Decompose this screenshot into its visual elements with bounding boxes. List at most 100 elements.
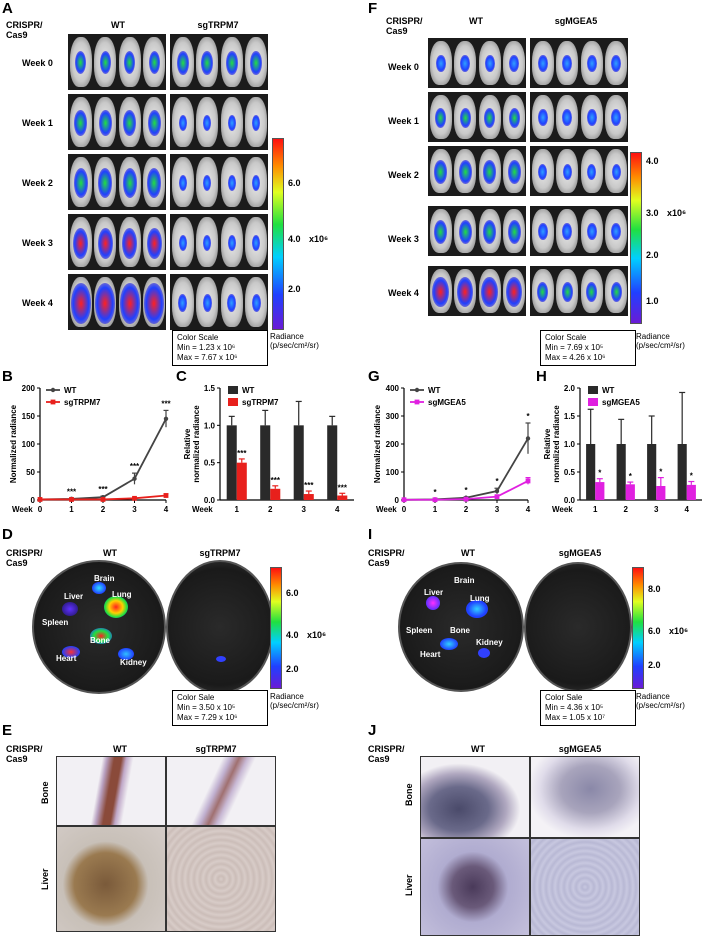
radiance-unit-f: Radiance (p/sec/cm²/sr) — [636, 332, 685, 350]
bli-image-ko — [530, 146, 628, 196]
bli-image-wt — [68, 214, 166, 270]
bioluminescence-signal — [178, 234, 187, 251]
colorbar-a — [272, 138, 284, 330]
bar-WT — [677, 444, 687, 500]
panel-label-H: H — [536, 368, 547, 385]
significance-label: *** — [98, 485, 108, 494]
organ-label: Heart — [56, 654, 77, 663]
bar-sgTRPM7 — [270, 488, 281, 500]
bioluminescence-signal — [537, 108, 548, 127]
bar-WT — [616, 444, 626, 500]
radiance-unit-d: Radiance (p/sec/cm²/sr) — [270, 692, 319, 710]
mouse-image — [196, 277, 218, 327]
organ-signal — [62, 602, 78, 616]
bioluminescence-signal — [483, 219, 497, 245]
bioluminescence-signal — [124, 51, 136, 75]
organ-signal — [92, 582, 106, 594]
bioluminescence-signal — [561, 281, 573, 302]
bli-image-wt — [68, 34, 166, 90]
mouse-image — [118, 37, 141, 87]
bli-image-ko — [170, 154, 268, 210]
histology-bone-wt-e — [56, 756, 166, 826]
legend-swatch — [228, 386, 238, 394]
bioluminescence-signal — [122, 168, 137, 198]
data-point — [100, 497, 106, 502]
y-tick-label: 400 — [386, 384, 400, 393]
mouse-image — [220, 217, 243, 267]
y-tick-label: 1.5 — [564, 412, 576, 421]
bioluminescence-signal — [119, 283, 140, 325]
mouse-image — [605, 149, 627, 193]
bioluminescence-signal — [251, 293, 261, 312]
bioluminescence-signal — [225, 50, 238, 76]
organ-label: Kidney — [476, 638, 503, 647]
y-tick-label: 50 — [26, 468, 35, 477]
bioluminescence-signal — [537, 281, 549, 302]
color-scale-title: Color Sale — [545, 693, 583, 702]
y-tick-label: 150 — [22, 412, 36, 421]
legend-label: sgMGEA5 — [428, 398, 466, 407]
bli-image-wt — [428, 38, 526, 88]
significance-label: * — [464, 486, 468, 495]
color-scale-max: Max = 4.26 x 10⁶ — [545, 353, 606, 362]
y-tick-label: 1.5 — [204, 384, 216, 393]
mouse-image — [245, 157, 267, 207]
y-tick-label: 300 — [386, 412, 400, 421]
mouse-image — [454, 41, 476, 85]
significance-label: *** — [237, 449, 247, 458]
bar-WT — [226, 425, 237, 500]
color-scale-title: Color Scale — [545, 333, 587, 342]
week-label: Week 2 — [22, 178, 53, 188]
mouse-image — [580, 209, 603, 253]
mouse-image — [94, 277, 116, 327]
mouse-image — [245, 97, 267, 147]
bioluminescence-signal — [201, 50, 214, 76]
bioluminescence-signal — [178, 114, 187, 131]
mouse-image — [503, 269, 525, 313]
mouse-image — [556, 149, 578, 193]
crispr-label-d: CRISPR/ Cas9 — [6, 548, 43, 568]
mouse-image — [605, 41, 627, 85]
bar-sgTRPM7 — [303, 494, 314, 500]
legend-marker — [50, 387, 56, 393]
significance-label: * — [629, 472, 633, 481]
wt-header-a: WT — [111, 20, 125, 30]
mouse-image — [531, 269, 554, 313]
mouse-image — [556, 95, 578, 139]
data-point — [432, 497, 438, 503]
ko-header-d: sgTRPM7 — [199, 548, 241, 558]
bli-image-ko — [530, 92, 628, 142]
wt-header-d: WT — [103, 548, 117, 558]
bioluminescence-signal — [74, 109, 88, 137]
bioluminescence-signal — [508, 107, 520, 128]
colorbar-unit: x10⁶ — [307, 630, 327, 640]
bioluminescence-signal — [562, 222, 572, 241]
bioluminescence-signal — [146, 227, 162, 259]
mouse-image — [220, 277, 243, 327]
week-label: Week 1 — [388, 116, 419, 126]
mouse-image — [556, 209, 578, 253]
bioluminescence-signal — [537, 222, 548, 241]
colorbar-tick: 1.0 — [646, 296, 659, 306]
bioluminescence-signal — [73, 227, 89, 259]
panel-label-J: J — [368, 722, 377, 739]
bli-image-wt — [428, 92, 526, 142]
bar-WT — [586, 444, 596, 500]
ko-header-e: sgTRPM7 — [195, 744, 237, 754]
panel-label-C: C — [176, 368, 187, 385]
mouse-image — [531, 41, 554, 85]
bioluminescence-signal — [507, 219, 521, 245]
x-tick-label: 1 — [69, 505, 74, 514]
data-point — [37, 497, 43, 502]
bioluminescence-signal — [97, 227, 113, 259]
legend-marker — [414, 387, 420, 393]
x-tick-label: 1 — [235, 505, 240, 514]
chart-c: 0.0 0.5 1.0 1.5 1 *** 2 *** 3 *** 4 *** Week Relative… — [183, 384, 354, 514]
ko-header-f: sgMGEA5 — [554, 16, 598, 26]
mouse-image — [171, 157, 194, 207]
bli-image-wt — [68, 94, 166, 150]
bioluminescence-signal — [481, 276, 498, 308]
bar-WT — [260, 425, 271, 500]
legend-label: sgTRPM7 — [64, 398, 101, 407]
legend-marker — [414, 399, 420, 405]
